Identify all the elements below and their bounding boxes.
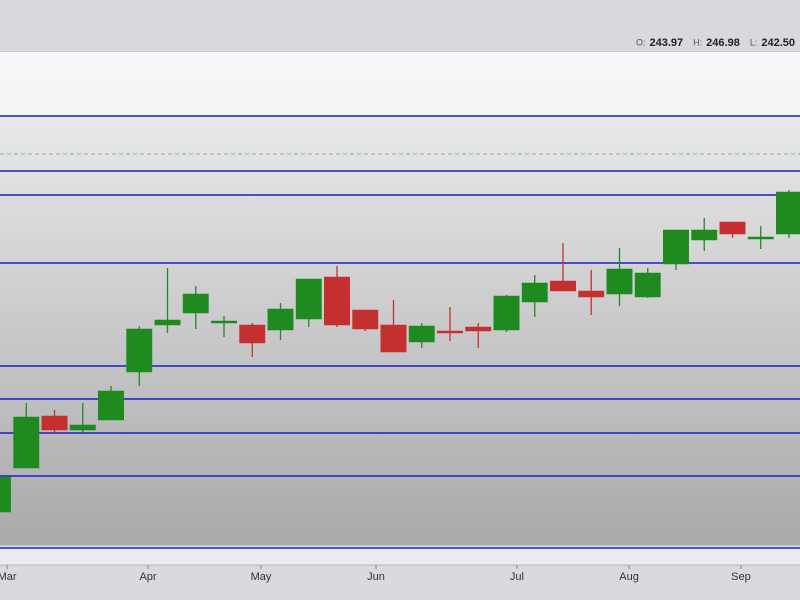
candle-body [69,424,96,431]
candle-body [408,325,435,343]
candle-body [634,272,661,298]
candle-body [154,319,181,326]
ohlc-value: 242.50 [761,37,795,49]
plot-area [0,52,800,565]
candle-body [182,293,209,314]
candle-body [267,308,294,331]
candle-body [663,229,689,265]
candle-body [465,326,492,332]
candle-body [691,229,718,241]
candle-body [719,221,746,235]
ohlc-label: L: [750,37,758,47]
ohlc-label: O: [636,37,646,47]
candle-body [550,280,576,292]
x-tick-label: Sep [731,571,751,583]
candle-body [493,295,520,331]
candle-body [380,324,407,353]
candle-body [324,276,350,326]
x-tick-label: Jul [510,571,524,583]
x-tick-label: Aug [619,571,639,583]
candle-body [606,268,633,295]
candle-body [352,309,379,330]
ohlc-value: 246.98 [706,37,740,49]
candle-body [776,191,800,235]
ohlc-value: 243.97 [650,37,684,49]
candle-body [521,282,548,303]
candle-body [13,416,40,469]
candle-body [239,324,266,344]
candle-body [0,476,11,513]
candle-body [437,330,463,334]
candle-body [126,328,153,373]
ohlc-label: H: [693,37,702,47]
candle-body [747,236,774,240]
candle-body [295,278,322,320]
x-tick-label: Jun [367,571,385,583]
candle-body [41,415,68,431]
candle-body [211,320,237,324]
x-tick-label: Apr [139,571,156,583]
candle-body [98,390,124,421]
x-tick-label: May [251,571,272,583]
candle-body [578,290,605,298]
x-tick-label: Mar [0,571,17,583]
header-bar [0,0,800,52]
x-axis-bar [0,565,800,600]
